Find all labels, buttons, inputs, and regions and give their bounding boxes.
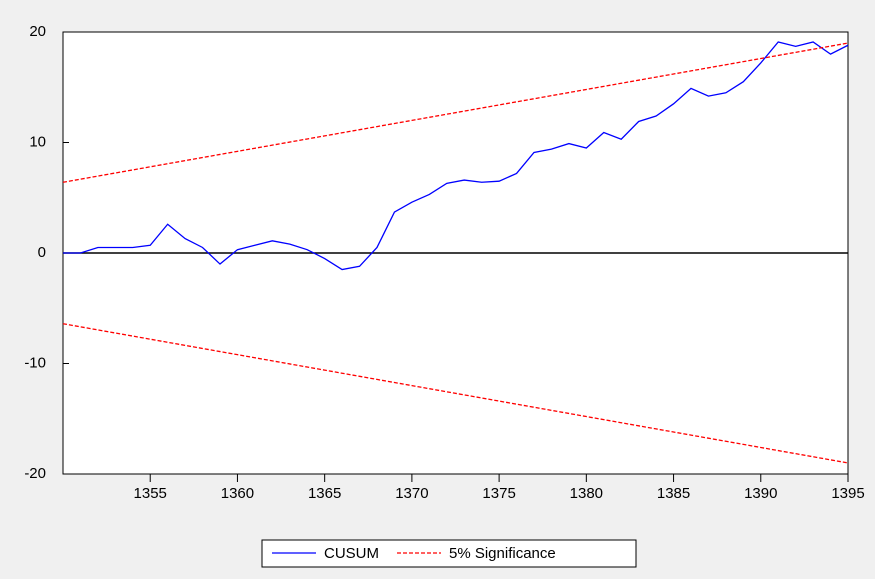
- legend-label: 5% Significance: [449, 545, 556, 562]
- y-tick-label: -10: [24, 354, 46, 371]
- series-line: [62, 42, 849, 183]
- x-tick-label: 1390: [744, 485, 777, 502]
- y-tick-label: 20: [29, 23, 46, 40]
- x-tick-label: 1355: [134, 485, 167, 502]
- x-tick-label: 1385: [657, 485, 690, 502]
- x-tick-label: 1380: [570, 485, 603, 502]
- y-tick-label: -20: [24, 465, 46, 482]
- x-tick-label: 1375: [482, 485, 515, 502]
- x-tick-label: 1365: [308, 485, 341, 502]
- y-tick-label: 0: [38, 244, 46, 261]
- legend: [261, 539, 637, 568]
- x-tick-label: 1360: [221, 485, 254, 502]
- legend-label: CUSUM: [324, 545, 379, 562]
- y-tick-label: 10: [29, 133, 46, 150]
- series-line: [63, 41, 849, 271]
- x-tick-label: 1395: [831, 485, 864, 502]
- x-tick-label: 1370: [395, 485, 428, 502]
- series-line: [62, 323, 849, 464]
